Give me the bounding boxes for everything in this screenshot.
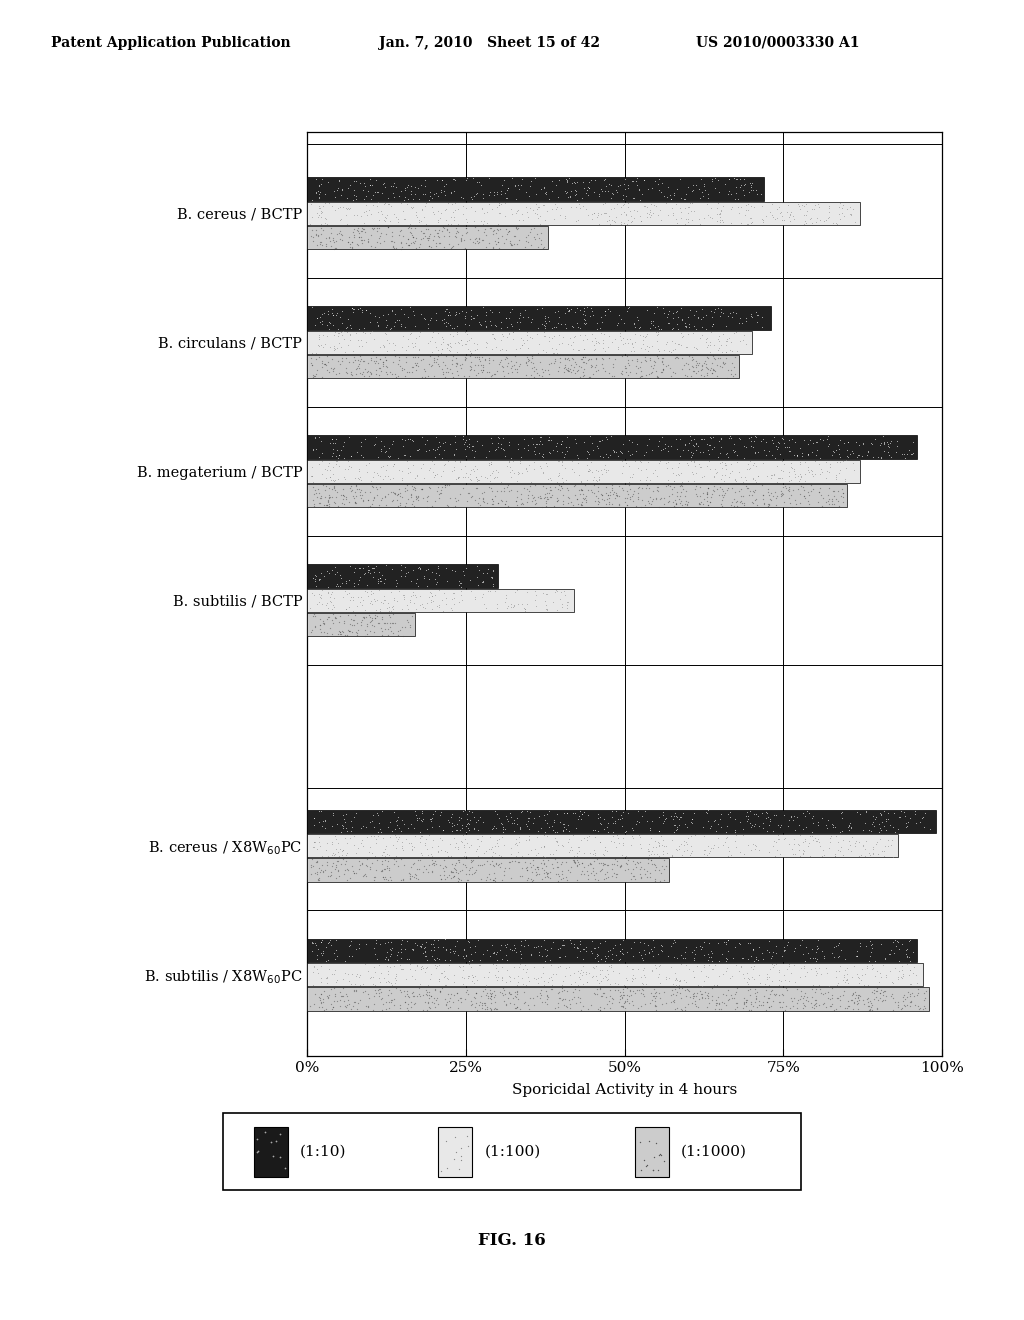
Bar	[307, 809, 936, 833]
Text: Patent Application Publication: Patent Application Publication	[51, 36, 291, 50]
Bar	[307, 331, 752, 354]
Text: (1:100): (1:100)	[484, 1144, 541, 1159]
X-axis label: Sporicidal Activity in 4 hours: Sporicidal Activity in 4 hours	[512, 1084, 737, 1097]
Text: US 2010/0003330 A1: US 2010/0003330 A1	[696, 36, 860, 50]
Bar	[307, 202, 859, 224]
Bar	[307, 987, 930, 1011]
Bar	[307, 436, 916, 458]
Bar	[307, 355, 739, 379]
Bar	[307, 565, 498, 587]
Bar	[254, 1127, 288, 1176]
Bar	[307, 614, 415, 636]
Bar	[635, 1127, 669, 1176]
Bar	[307, 306, 771, 330]
Bar	[307, 858, 669, 882]
Bar	[307, 964, 923, 986]
Bar	[307, 834, 898, 857]
Bar	[307, 484, 847, 507]
Bar	[307, 939, 916, 962]
Text: Jan. 7, 2010   Sheet 15 of 42: Jan. 7, 2010 Sheet 15 of 42	[379, 36, 600, 50]
Bar	[307, 226, 549, 249]
Bar	[438, 1127, 472, 1176]
Bar	[307, 459, 859, 483]
Bar	[307, 589, 573, 612]
Text: (1:10): (1:10)	[300, 1144, 346, 1159]
Text: FIG. 16: FIG. 16	[478, 1232, 546, 1249]
Text: (1:1000): (1:1000)	[681, 1144, 746, 1159]
Bar	[307, 177, 764, 201]
